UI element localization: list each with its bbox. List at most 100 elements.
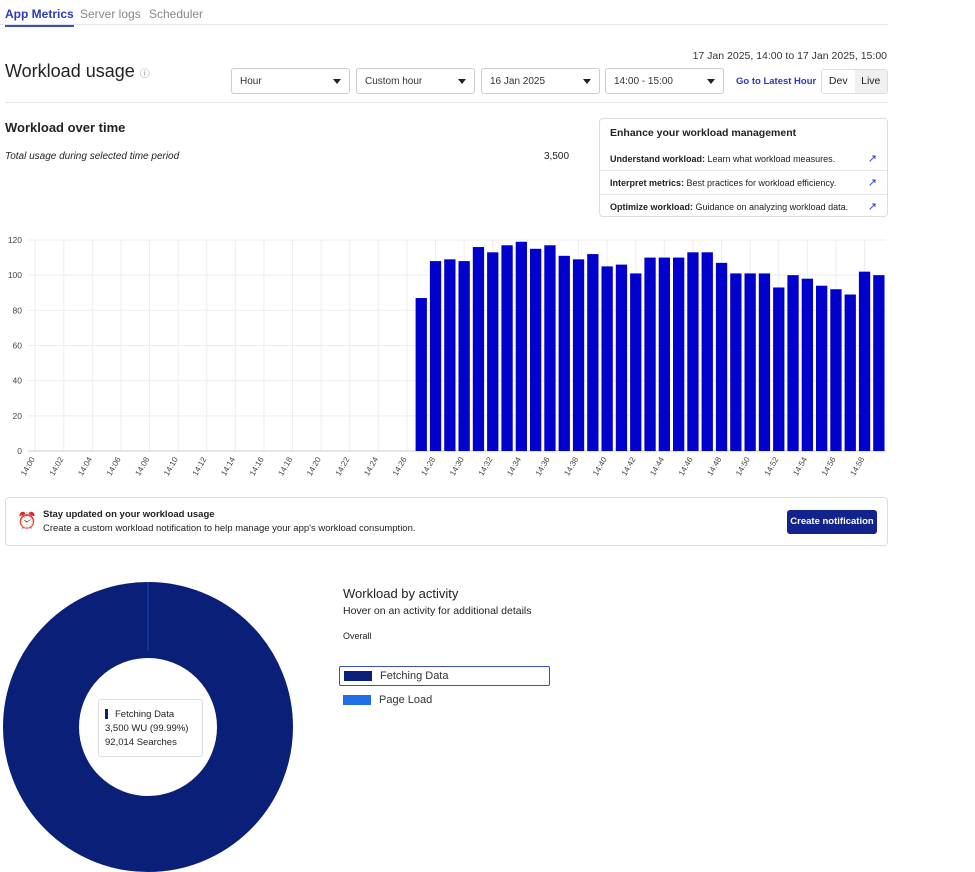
- env-live[interactable]: Live: [854, 70, 887, 93]
- x-tick-label: 14:54: [791, 455, 809, 477]
- page-title: Workload usage ⓘ: [5, 61, 150, 81]
- total-value: 3,500: [544, 151, 570, 162]
- bar: [744, 273, 756, 451]
- x-tick-label: 14:14: [219, 455, 237, 477]
- tab-server-logs[interactable]: Server logs: [80, 7, 141, 21]
- help-circle-icon[interactable]: ⓘ: [139, 69, 150, 80]
- enhance-link[interactable]: Optimize workload: Guidance on analyzing…: [600, 195, 887, 219]
- enhance-link[interactable]: Interpret metrics: Best practices for wo…: [600, 171, 887, 195]
- bar: [429, 261, 442, 451]
- bar: [630, 273, 642, 451]
- tab-bar: App Metrics Server logs Scheduler: [0, 0, 888, 27]
- notify-text: Create a custom workload notification to…: [43, 523, 416, 534]
- bar: [773, 287, 785, 451]
- bar: [758, 273, 771, 451]
- x-tick-label: 14:38: [562, 455, 580, 477]
- x-tick-label: 14:42: [620, 455, 638, 477]
- bar: [472, 247, 485, 451]
- tab-app-metrics[interactable]: App Metrics: [5, 7, 74, 27]
- donut-tooltip: Fetching Data 3,500 WU (99.99%) 92,014 S…: [98, 699, 203, 757]
- bar: [787, 275, 799, 451]
- bar: [673, 257, 685, 451]
- total-label: Total usage during selected time period: [5, 151, 180, 162]
- bar: [873, 275, 885, 451]
- external-link-icon[interactable]: ↗: [867, 201, 877, 213]
- y-tick-label: 100: [8, 270, 22, 280]
- activity-subtitle: Hover on an activity for additional deta…: [343, 605, 532, 617]
- x-tick-label: 14:26: [391, 455, 409, 477]
- bar: [816, 285, 828, 451]
- bar: [687, 252, 699, 451]
- x-tick-label: 14:56: [820, 455, 838, 477]
- bar: [701, 252, 713, 451]
- bar: [644, 257, 656, 451]
- range-text: 17 Jan 2025, 14:00 to 17 Jan 2025, 15:00: [692, 50, 887, 62]
- bar: [801, 278, 813, 451]
- alarm-clock-icon: ⏰: [17, 513, 37, 530]
- external-link-icon[interactable]: ↗: [867, 177, 877, 189]
- x-tick-label: 14:20: [305, 455, 323, 477]
- bar: [730, 273, 742, 451]
- x-tick-label: 14:04: [76, 455, 94, 477]
- enhance-link[interactable]: Understand workload: Learn what workload…: [600, 147, 887, 171]
- x-tick-label: 14:16: [248, 455, 266, 477]
- bar: [501, 245, 513, 451]
- y-tick-label: 20: [13, 411, 23, 421]
- x-tick-label: 14:06: [105, 455, 123, 477]
- bar: [601, 266, 613, 451]
- notify-title: Stay updated on your workload usage: [43, 509, 215, 520]
- bar: [587, 254, 599, 451]
- x-tick-label: 14:34: [505, 455, 523, 477]
- bar: [615, 264, 628, 451]
- overall-label: Overall: [343, 631, 372, 641]
- tooltip-swatch: [105, 709, 108, 720]
- x-tick-label: 14:44: [648, 455, 666, 477]
- y-tick-label: 80: [13, 305, 23, 315]
- external-link-icon[interactable]: ↗: [867, 153, 877, 165]
- x-tick-label: 14:30: [448, 455, 466, 477]
- enhance-card: Enhance your workload management Underst…: [599, 118, 888, 217]
- bar: [444, 259, 456, 451]
- x-tick-label: 14:36: [534, 455, 552, 477]
- chevron-down-icon: [458, 79, 466, 84]
- x-tick-label: 14:12: [191, 455, 209, 477]
- chevron-down-icon: [707, 79, 715, 84]
- bar: [858, 271, 871, 451]
- x-tick-label: 14:32: [477, 455, 495, 477]
- x-tick-label: 14:48: [705, 455, 723, 477]
- env-dev[interactable]: Dev: [822, 70, 855, 93]
- x-tick-label: 14:22: [334, 455, 352, 477]
- bar: [544, 245, 556, 451]
- chevron-down-icon: [583, 79, 591, 84]
- env-toggle: Dev Live: [821, 69, 888, 94]
- legend-fetching-data[interactable]: Fetching Data: [339, 666, 550, 686]
- legend-page-load[interactable]: Page Load: [339, 691, 550, 711]
- mode-select[interactable]: Custom hour: [356, 68, 475, 94]
- x-tick-label: 14:08: [133, 455, 151, 477]
- x-tick-label: 14:40: [591, 455, 609, 477]
- x-tick-label: 14:28: [419, 455, 437, 477]
- notification-banner: ⏰ Stay updated on your workload usage Cr…: [5, 497, 888, 546]
- tab-scheduler[interactable]: Scheduler: [149, 7, 204, 21]
- create-notification-button[interactable]: Create notification: [787, 510, 877, 534]
- y-tick-label: 60: [13, 341, 23, 351]
- bar: [458, 261, 470, 451]
- bar: [530, 248, 542, 451]
- bar: [558, 255, 570, 451]
- x-tick-label: 14:18: [276, 455, 294, 477]
- y-tick-label: 40: [13, 376, 23, 386]
- date-select[interactable]: 16 Jan 2025: [481, 68, 600, 94]
- x-tick-label: 14:24: [362, 455, 380, 477]
- chevron-down-icon: [333, 79, 341, 84]
- bar: [844, 294, 856, 451]
- bar: [658, 257, 670, 451]
- x-tick-label: 14:50: [734, 455, 752, 477]
- section-title: Workload over time: [5, 120, 126, 135]
- y-tick-label: 120: [8, 235, 22, 245]
- time-select[interactable]: 14:00 - 15:00: [605, 68, 724, 94]
- latest-hour-link[interactable]: Go to Latest Hour: [736, 76, 817, 87]
- granularity-select[interactable]: Hour: [231, 68, 350, 94]
- bar: [830, 289, 842, 451]
- activity-title: Workload by activity: [343, 586, 459, 601]
- bar: [415, 298, 427, 451]
